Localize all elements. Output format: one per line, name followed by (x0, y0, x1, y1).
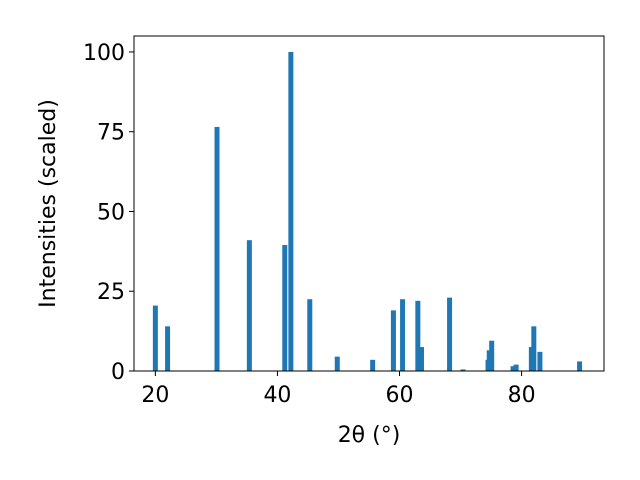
bar (537, 351, 543, 371)
bar (418, 347, 424, 371)
bar (577, 361, 583, 371)
y-tick-label: 75 (97, 121, 125, 146)
x-axis-label: 2θ (°) (338, 423, 401, 448)
y-tick-label: 100 (83, 41, 125, 66)
bars-group (152, 51, 583, 372)
bar (214, 126, 220, 372)
y-axis-label: Intensities (scaled) (36, 99, 61, 308)
x-tick-label: 80 (508, 383, 536, 408)
bar (334, 356, 340, 371)
bar (307, 299, 313, 371)
bar (415, 300, 421, 371)
y-tick-label: 25 (97, 280, 125, 305)
plot-frame (133, 35, 605, 372)
x-tick-label: 60 (386, 383, 414, 408)
y-tick-label: 0 (111, 360, 125, 385)
bar (400, 299, 406, 371)
bar (370, 359, 376, 371)
x-tick-label: 20 (141, 383, 169, 408)
bar (282, 244, 288, 371)
bar (152, 305, 158, 371)
bar (460, 369, 466, 371)
y-axis-ticks: 0 25 50 75 100 (83, 41, 134, 385)
bar (489, 340, 495, 371)
bar (246, 240, 252, 371)
bar (165, 326, 171, 371)
bar (531, 326, 537, 371)
bar (288, 51, 294, 371)
x-axis-ticks: 20 40 60 80 (141, 371, 536, 408)
bar (390, 310, 396, 371)
x-tick-label: 40 (263, 383, 291, 408)
bar (447, 297, 453, 371)
bar (510, 366, 516, 371)
bar (513, 364, 519, 371)
y-tick-label: 50 (97, 200, 125, 225)
